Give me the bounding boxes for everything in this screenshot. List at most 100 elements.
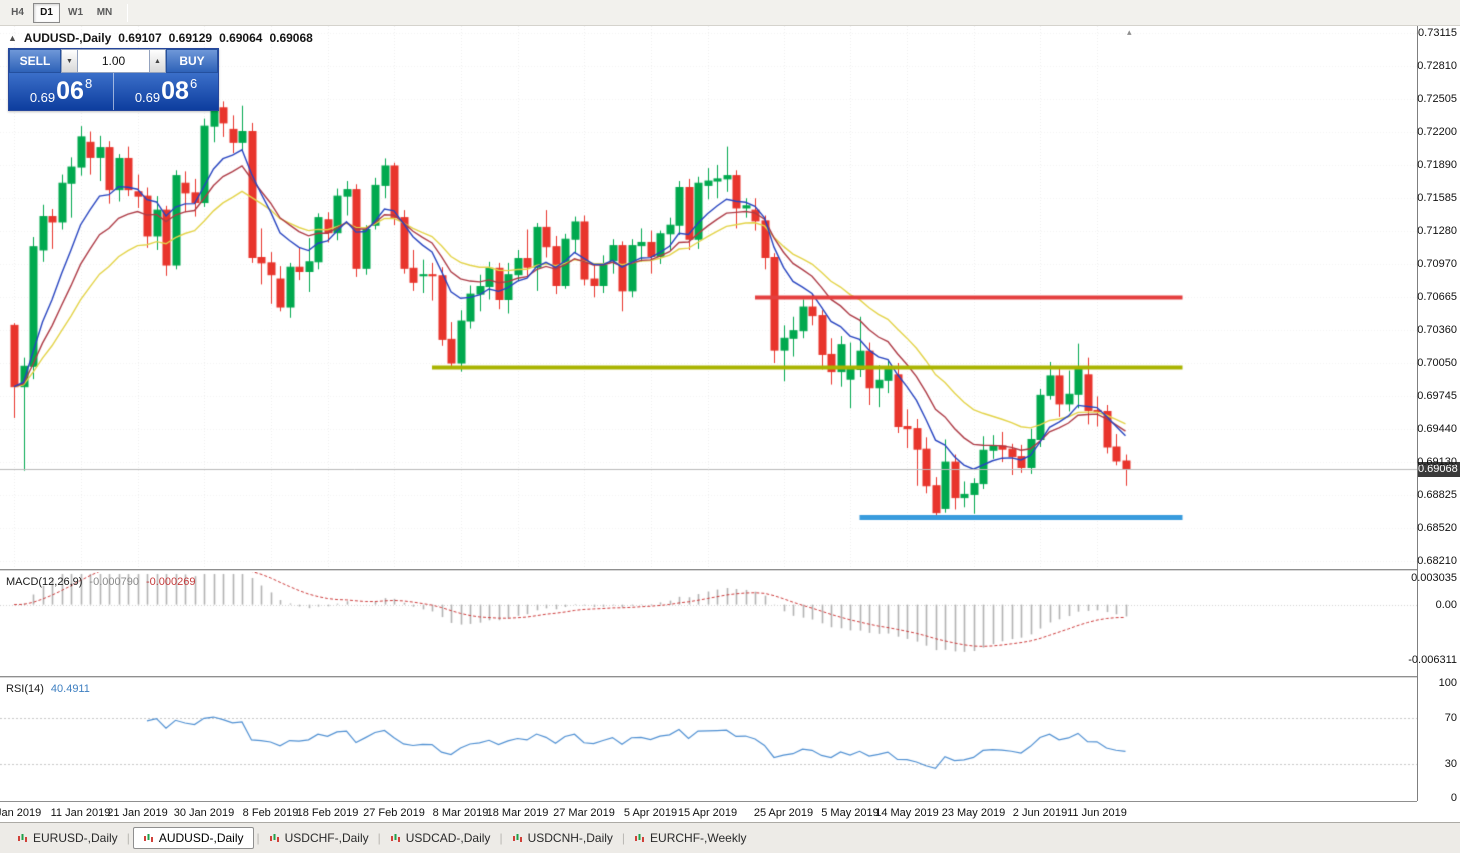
macd-value-main: -0.000790 (89, 576, 139, 588)
pane-splitter[interactable] (0, 569, 1460, 572)
macd-axis-label: 0.00 (1435, 598, 1457, 611)
buy-price-display[interactable]: 0.69 08 6 (113, 73, 218, 110)
ohlc-high: 0.69129 (168, 31, 213, 45)
chart-tab-usdcad[interactable]: USDCAD-,Daily (381, 828, 500, 848)
rsi-axis-label: 100 (1438, 677, 1457, 689)
date-axis-label: 30 Jan 2019 (173, 807, 235, 819)
date-axis-label: 8 Mar 2019 (432, 807, 489, 819)
price-axis-label: 0.69745 (1417, 389, 1457, 402)
rsi-axis-label: 0 (1450, 792, 1457, 804)
chart-tab-icon (512, 833, 523, 844)
price-axis-label: 0.70665 (1417, 290, 1457, 303)
tab-separator: | (499, 831, 503, 845)
macd-pane-canvas[interactable] (0, 572, 1417, 676)
chart-header: ▲ AUDUSD-,Daily 0.69107 0.69129 0.69064 … (8, 31, 313, 45)
sell-price-pip: 8 (84, 76, 93, 91)
tab-separator: | (621, 831, 626, 845)
volume-input[interactable] (78, 50, 149, 72)
date-axis-label: 21 Jan 2019 (107, 807, 168, 819)
ohlc-low: 0.69064 (219, 31, 263, 45)
date-axis-label: 11 Jan 2019 (50, 807, 111, 819)
chart-tab-icon (634, 833, 645, 844)
price-axis-label: 0.71585 (1417, 191, 1457, 204)
date-axis-label: 5 Apr 2019 (623, 807, 678, 819)
macd-axis-label: -0.006311 (1408, 654, 1457, 666)
rsi-value: 40.4911 (50, 683, 90, 695)
date-axis-label: 23 May 2019 (941, 807, 1006, 819)
macd-value-signal: -0.000269 (145, 576, 196, 588)
chart-tab-eurchf[interactable]: EURCHF-,Weekly (625, 828, 755, 848)
chart-tab-label: AUDUSD-,Daily (158, 831, 244, 845)
date-axis-label: 14 May 2019 (875, 807, 939, 819)
rsi-label-name: RSI(14) (6, 683, 44, 695)
chart-tab-audusd[interactable]: AUDUSD-,Daily (132, 827, 254, 849)
chart-tab-icon (269, 833, 280, 844)
date-axis-label: 8 Feb 2019 (242, 807, 299, 819)
macd-label-name: MACD(12,26,9) (6, 576, 83, 588)
buy-button[interactable]: BUY (166, 49, 218, 73)
date-axis-label: 25 Apr 2019 (753, 807, 814, 819)
one-click-toggle-icon[interactable]: ▲ (8, 33, 17, 43)
date-axis-label: 2 Jan 2019 (0, 807, 42, 819)
buy-price-prefix: 0.69 (134, 90, 161, 105)
macd-pane-label: MACD(12,26,9) -0.000790 -0.000269 (6, 576, 196, 588)
ohlc-open: 0.69107 (118, 31, 162, 45)
chart-tab-icon (17, 833, 28, 844)
price-axis-label: 0.69440 (1417, 422, 1457, 435)
ohlc-close: 0.69068 (269, 31, 313, 45)
price-axis-label: 0.71280 (1417, 224, 1457, 237)
price-axis-label: 0.68210 (1417, 555, 1457, 568)
rsi-axis-label: 70 (1444, 711, 1457, 724)
chart-tab-label: EURCHF-,Weekly (650, 831, 747, 845)
volume-increase-button[interactable]: ▲ (149, 49, 166, 73)
tab-separator: | (377, 831, 381, 845)
rsi-pane-label: RSI(14) 40.4911 (6, 683, 90, 695)
price-axis[interactable]: 0.69068 0.73115 0.72810 0.72505 0.72200 0.71… (1408, 26, 1460, 804)
timeframe-button-d1[interactable]: D1 (33, 2, 60, 23)
current-price-tag: 0.69068 (1418, 461, 1460, 477)
price-axis-label: 0.72810 (1417, 59, 1457, 72)
chart-tab-usdchf[interactable]: USDCHF-,Daily (260, 828, 378, 848)
chart-tab-eurusd[interactable]: EURUSD-,Daily (8, 828, 127, 848)
chart-tab-icon (390, 833, 401, 844)
date-axis-label: 18 Feb 2019 (296, 807, 359, 819)
chart-shift-icon[interactable]: ▴ (1127, 27, 1132, 37)
price-axis-label: 0.69130 (1417, 456, 1457, 469)
price-axis-label: 0.72200 (1417, 125, 1457, 138)
price-axis-label: 0.72505 (1417, 92, 1457, 105)
price-axis-label: 0.70050 (1417, 357, 1457, 370)
price-axis-label: 0.70360 (1417, 323, 1457, 336)
chart-symbol-label: AUDUSD-,Daily (23, 31, 112, 45)
rsi-axis-label: 30 (1444, 757, 1457, 770)
date-axis-label: 18 Mar 2019 (486, 807, 549, 819)
date-axis-label: 5 May 2019 (821, 807, 879, 819)
timeframe-toolbar: H4 D1 W1 MN (0, 0, 1460, 26)
date-axis-label: 27 Feb 2019 (363, 807, 425, 819)
chart-tab-label: USDCNH-,Daily (527, 831, 613, 845)
chart-tab-icon (143, 833, 154, 844)
main-chart-canvas[interactable] (0, 26, 1417, 569)
buy-price-pip: 6 (189, 76, 198, 91)
tab-separator: | (256, 831, 260, 845)
date-axis-label: 11 Jun 2019 (1067, 807, 1127, 819)
timeframe-button-h4[interactable]: H4 (11, 7, 24, 18)
date-axis-label: 2 Jun 2019 (1012, 807, 1068, 819)
date-axis-label: 27 Mar 2019 (553, 807, 615, 819)
date-axis-label: 15 Apr 2019 (677, 807, 738, 819)
chart-tab-label: EURUSD-,Daily (33, 831, 118, 845)
timeframe-button-w1[interactable]: W1 (68, 7, 83, 18)
sell-button[interactable]: SELL (9, 49, 61, 73)
chart-tab-usdcnh[interactable]: USDCNH-,Daily (503, 828, 622, 848)
chart-tab-label: USDCAD-,Daily (405, 831, 491, 845)
buy-price-big: 08 (161, 77, 189, 105)
rsi-pane-canvas[interactable] (0, 679, 1417, 801)
sell-price-big: 06 (56, 77, 84, 105)
timeframe-button-mn[interactable]: MN (96, 7, 113, 18)
pane-splitter[interactable] (0, 676, 1460, 679)
volume-decrease-button[interactable]: ▼ (61, 49, 78, 73)
sell-price-display[interactable]: 0.69 06 8 (9, 73, 113, 110)
price-axis-label: 0.71890 (1417, 158, 1457, 171)
price-axis-label: 0.68520 (1417, 521, 1457, 534)
one-click-trading-panel: SELL ▼ ▲ BUY 0.69 06 8 0.69 08 6 (8, 48, 219, 111)
